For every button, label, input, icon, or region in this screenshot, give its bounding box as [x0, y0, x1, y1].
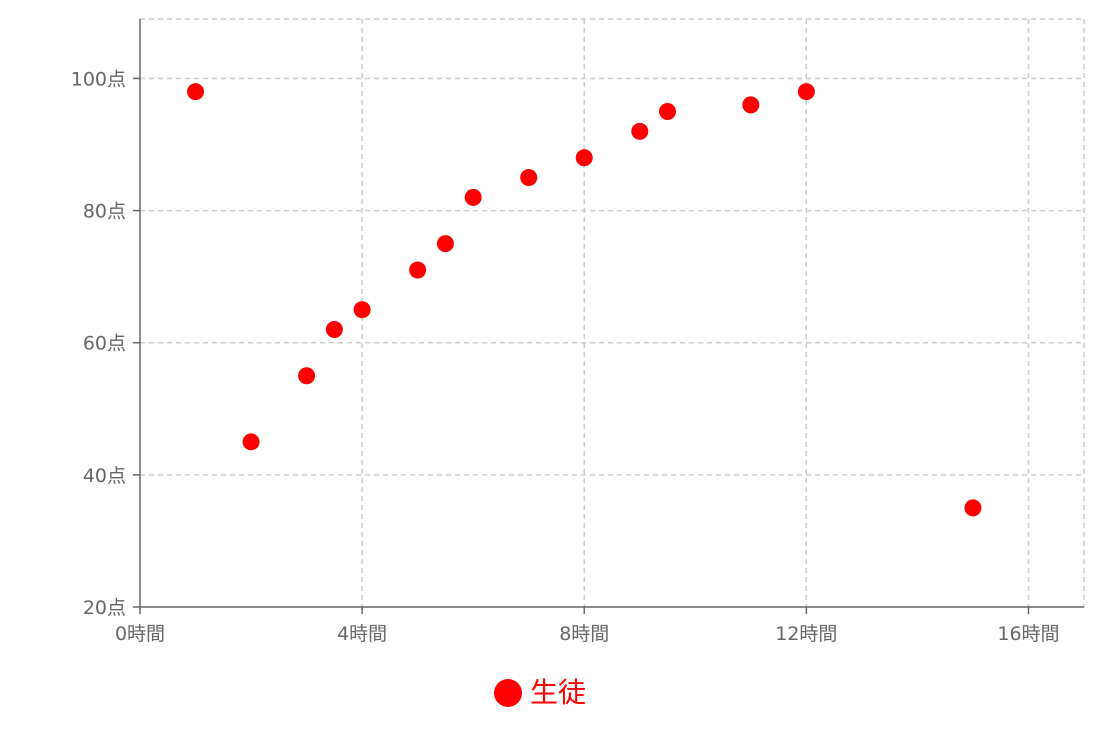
- data-point: [436, 235, 454, 253]
- axes: [133, 19, 1084, 614]
- data-point: [409, 261, 427, 279]
- x-tick-label: 4時間: [337, 623, 387, 645]
- x-tick-label: 12時間: [775, 623, 837, 645]
- tick-labels: 0時間 4時間 8時間 12時間 16時間 20点 40点 60点 80点 100点: [71, 68, 1060, 645]
- data-point: [575, 149, 593, 167]
- x-tick-label: 8時間: [559, 623, 609, 645]
- data-point: [742, 96, 760, 114]
- data-point: [631, 122, 649, 140]
- legend-label: 生徒: [530, 676, 586, 709]
- y-tick-label: 100点: [71, 68, 126, 90]
- data-point: [325, 321, 343, 339]
- x-tick-label: 16時間: [997, 623, 1059, 645]
- legend-item[interactable]: 生徒: [494, 676, 586, 709]
- data-point: [520, 169, 538, 187]
- legend-marker: [494, 679, 522, 707]
- data-point: [964, 499, 982, 517]
- data-point: [353, 301, 371, 319]
- y-tick-label: 20点: [83, 597, 126, 619]
- y-tick-label: 40点: [83, 465, 126, 487]
- data-point: [464, 188, 482, 206]
- data-point: [298, 367, 316, 385]
- data-point: [797, 83, 815, 101]
- data-point: [659, 102, 677, 120]
- data-points: [187, 83, 982, 517]
- y-tick-label: 60点: [83, 333, 126, 355]
- data-point: [187, 83, 205, 101]
- y-tick-label: 80点: [83, 201, 126, 223]
- grid: [140, 18, 1085, 607]
- data-point: [242, 433, 260, 451]
- legend[interactable]: 生徒: [494, 676, 586, 709]
- x-tick-label: 0時間: [115, 623, 165, 645]
